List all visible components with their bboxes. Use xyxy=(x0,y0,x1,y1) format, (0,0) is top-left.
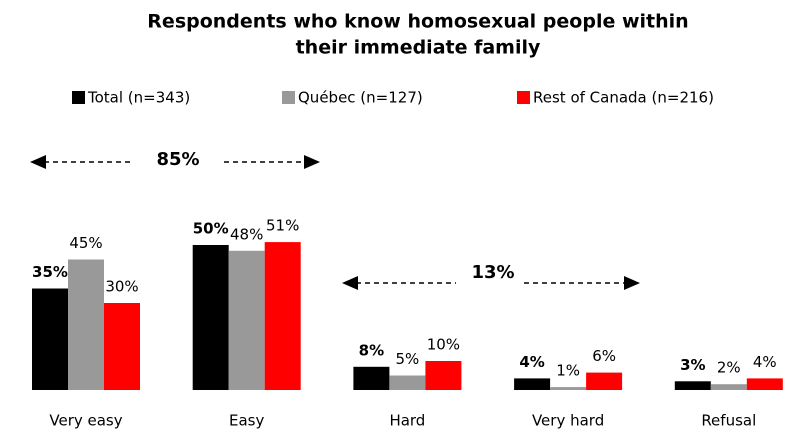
bar xyxy=(586,372,623,390)
legend-swatch xyxy=(72,91,85,104)
arrow xyxy=(342,276,640,290)
data-label: 4% xyxy=(753,353,777,371)
legend-label: Total (n=343) xyxy=(87,89,190,107)
annotation: 85% xyxy=(156,149,199,170)
data-label: 51% xyxy=(266,217,299,235)
bar xyxy=(514,378,551,390)
x-tick-label: Very hard xyxy=(532,412,604,430)
data-label: 2% xyxy=(717,359,741,377)
data-label: 50% xyxy=(193,220,229,238)
bar xyxy=(353,366,390,390)
data-label: 1% xyxy=(556,362,580,380)
bar xyxy=(32,288,68,390)
data-label: 10% xyxy=(427,336,460,354)
x-tick-label: Easy xyxy=(229,412,264,430)
legend-label: Rest of Canada (n=216) xyxy=(533,89,714,107)
bar xyxy=(68,259,104,390)
data-label: 5% xyxy=(396,350,420,368)
legend-label: Québec (n=127) xyxy=(298,89,423,107)
bar xyxy=(550,387,587,390)
x-tick-label: Refusal xyxy=(701,412,756,430)
data-label: 30% xyxy=(105,278,138,296)
bar xyxy=(228,250,265,390)
arrow xyxy=(30,155,320,169)
data-label: 3% xyxy=(680,356,705,374)
bar xyxy=(674,381,711,390)
bar xyxy=(425,361,462,390)
data-label: 6% xyxy=(592,347,616,365)
chart-title: Respondents who know homosexual people w… xyxy=(147,11,688,33)
data-label: 4% xyxy=(519,353,544,371)
x-tick-label: Hard xyxy=(389,412,425,430)
annotation: 13% xyxy=(471,262,514,283)
legend-swatch xyxy=(282,91,295,104)
x-tick-label: Very easy xyxy=(49,412,122,430)
bar xyxy=(104,303,140,390)
bar xyxy=(389,375,426,390)
bar xyxy=(264,242,301,390)
data-label: 45% xyxy=(69,234,102,252)
bar xyxy=(746,378,783,390)
chart-title: their immediate family xyxy=(296,37,541,59)
legend-swatch xyxy=(517,91,530,104)
data-label: 8% xyxy=(359,341,384,359)
data-label: 48% xyxy=(230,225,263,243)
bar xyxy=(710,384,747,390)
data-label: 35% xyxy=(32,263,68,281)
bar xyxy=(192,245,229,390)
